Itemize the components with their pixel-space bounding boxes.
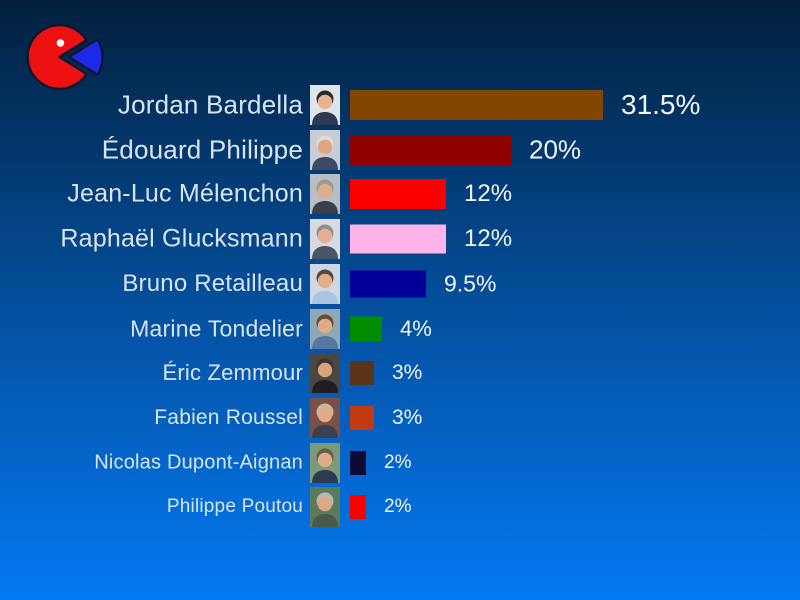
candidate-row: Nicolas Dupont-Aignan 2% (0, 441, 800, 485)
candidate-photo (310, 219, 340, 260)
candidate-row: Bruno Retailleau 9.5% (0, 262, 800, 306)
pie-slice-main (26, 23, 88, 91)
poll-value-label: 3% (392, 405, 423, 429)
candidate-photo (310, 442, 340, 483)
poll-bar (350, 179, 446, 210)
poll-bar (350, 224, 446, 254)
candidate-row: Raphaël Glucksmann 12% (0, 217, 800, 261)
poll-bar (350, 270, 426, 298)
candidate-photo (310, 308, 340, 349)
candidate-photo (310, 353, 340, 394)
poll-value-label: 12% (464, 225, 513, 253)
candidate-row: Fabien Roussel 3% (0, 396, 800, 440)
candidate-row: Philippe Poutou 2% (0, 485, 800, 529)
poll-value-label: 9.5% (444, 270, 497, 297)
candidate-photo (310, 174, 340, 215)
candidate-name: Jordan Bardella (117, 89, 303, 120)
candidate-name: Fabien Roussel (154, 405, 303, 429)
pie-eye-dot (56, 39, 65, 47)
pie-slice-exploded (67, 37, 104, 77)
poll-value-label: 12% (464, 180, 513, 208)
poll-value-label: 2% (384, 496, 412, 518)
candidate-name: Éric Zemmour (162, 360, 303, 386)
poll-bar (350, 316, 382, 341)
candidate-name: Marine Tondelier (130, 315, 303, 341)
candidate-name: Raphaël Glucksmann (60, 224, 303, 253)
poll-bar (350, 405, 374, 430)
candidate-row: Édouard Philippe 20% (0, 128, 800, 172)
candidate-row: Marine Tondelier 4% (0, 307, 800, 351)
candidate-name: Nicolas Dupont-Aignan (94, 451, 303, 474)
poll-bar (350, 361, 374, 386)
candidate-name: Bruno Retailleau (122, 269, 303, 297)
candidate-photo (310, 487, 340, 528)
poll-value-label: 31.5% (621, 89, 701, 120)
poll-bar (350, 90, 603, 120)
candidate-photo (310, 129, 340, 170)
candidate-photo (310, 263, 340, 304)
candidate-photo (310, 397, 340, 438)
candidate-row: Jean-Luc Mélenchon 12% (0, 172, 800, 216)
poll-bar (350, 495, 366, 520)
poll-value-label: 3% (392, 361, 423, 385)
candidate-name: Philippe Poutou (166, 496, 303, 518)
candidate-name: Édouard Philippe (101, 134, 303, 165)
pie-chart-icon (26, 23, 104, 91)
poll-bar (350, 134, 511, 165)
candidate-row: Jordan Bardella 31.5% (0, 83, 800, 127)
poll-bar (350, 450, 366, 475)
candidate-name: Jean-Luc Mélenchon (67, 179, 303, 208)
poll-value-label: 4% (400, 315, 432, 341)
poll-value-label: 20% (529, 134, 582, 165)
candidate-row: Éric Zemmour 3% (0, 351, 800, 395)
candidate-photo (310, 85, 340, 125)
poll-value-label: 2% (384, 451, 412, 473)
